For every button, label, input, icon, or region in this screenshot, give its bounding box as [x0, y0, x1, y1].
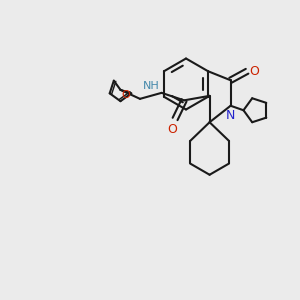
Text: O: O [250, 65, 260, 78]
Text: NH: NH [142, 81, 159, 91]
Text: N: N [226, 109, 235, 122]
Text: O: O [167, 122, 177, 136]
Text: O: O [121, 90, 130, 100]
